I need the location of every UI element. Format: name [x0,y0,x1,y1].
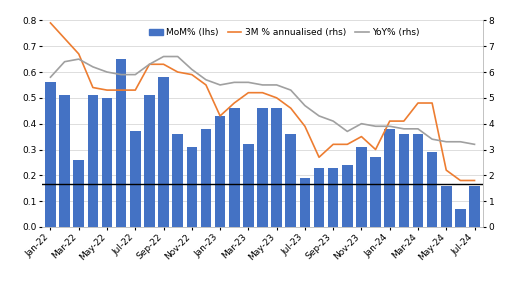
Bar [328,168,339,227]
Bar [144,95,155,227]
Bar [314,168,324,227]
Bar [59,95,70,227]
Bar [186,147,197,227]
Bar [88,95,98,227]
Bar [271,108,282,227]
Bar [342,165,353,227]
Bar [158,77,169,227]
Bar [441,186,452,227]
Bar [215,116,225,227]
Legend: MoM% (lhs), 3M % annualised (rhs), YoY% (rhs): MoM% (lhs), 3M % annualised (rhs), YoY% … [145,25,424,41]
Bar [427,152,437,227]
Bar [469,186,480,227]
Bar [286,134,296,227]
Bar [257,108,268,227]
Bar [413,134,423,227]
Bar [102,98,112,227]
Bar [74,160,84,227]
Bar [356,147,367,227]
Bar [172,134,183,227]
Bar [130,132,141,227]
Bar [384,129,395,227]
Bar [398,134,409,227]
Bar [229,108,239,227]
Bar [455,209,466,227]
Bar [370,157,381,227]
Bar [116,59,127,227]
Bar [243,144,254,227]
Bar [300,178,310,227]
Bar [45,82,56,227]
Bar [201,129,211,227]
